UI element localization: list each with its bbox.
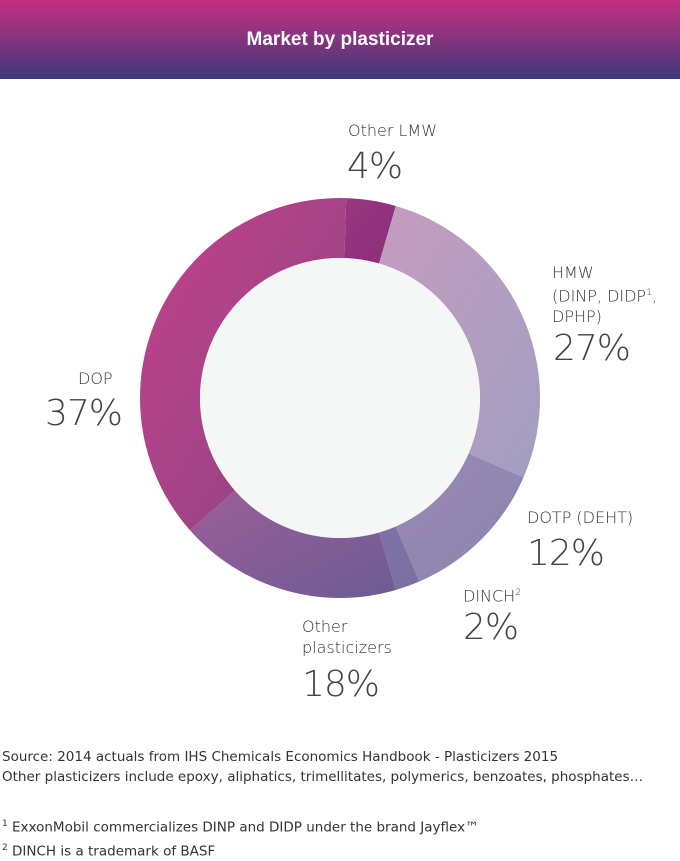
footnote-2-text: DINCH is a trademark of BASF xyxy=(8,843,215,859)
label-dop: DOP xyxy=(78,368,113,389)
source-text: Source: 2014 actuals from IHS Chemicals … xyxy=(2,747,643,767)
donut-hole xyxy=(200,258,480,538)
pct-dop: 37% xyxy=(45,393,122,434)
pct-dotp: 12% xyxy=(527,533,604,574)
pct-hmw: 27% xyxy=(553,328,630,369)
footnote-2: 2 DINCH is a trademark of BASF xyxy=(2,838,479,861)
label-other-line2: plasticizers xyxy=(302,637,392,658)
footnotes: 1 ExxonMobil commercializes DINP and DID… xyxy=(2,814,479,861)
label-other-lmw: Other LMW xyxy=(348,120,437,141)
pct-other-plasticizers: 18% xyxy=(302,664,379,705)
label-hmw-comma: , xyxy=(652,286,657,305)
label-hmw-line3: DPHP) xyxy=(552,306,657,327)
pct-other-lmw: 4% xyxy=(347,146,402,187)
footnote-mark: 2 xyxy=(515,588,521,598)
label-hmw-line1: HMW xyxy=(552,262,657,283)
label-dotp: DOTP (DEHT) xyxy=(527,507,633,528)
footnote-1: 1 ExxonMobil commercializes DINP and DID… xyxy=(2,814,479,838)
pct-dinch: 2% xyxy=(463,607,518,648)
label-hmw-text: (DINP, DIDP xyxy=(552,286,646,305)
footnote-1-text: ExxonMobil commercializes DINP and DIDP … xyxy=(8,820,479,836)
label-other-line1: Other xyxy=(302,616,392,637)
label-other-plasticizers: Other plasticizers xyxy=(302,616,392,658)
source-note: Source: 2014 actuals from IHS Chemicals … xyxy=(2,747,643,787)
label-dinch-text: DINCH xyxy=(463,586,515,605)
other-note-text: Other plasticizers include epoxy, alipha… xyxy=(2,767,643,787)
label-hmw: HMW (DINP, DIDP1, DPHP) xyxy=(552,262,657,327)
label-dinch: DINCH2 xyxy=(463,583,521,606)
label-hmw-line2: (DINP, DIDP1, xyxy=(552,283,657,306)
